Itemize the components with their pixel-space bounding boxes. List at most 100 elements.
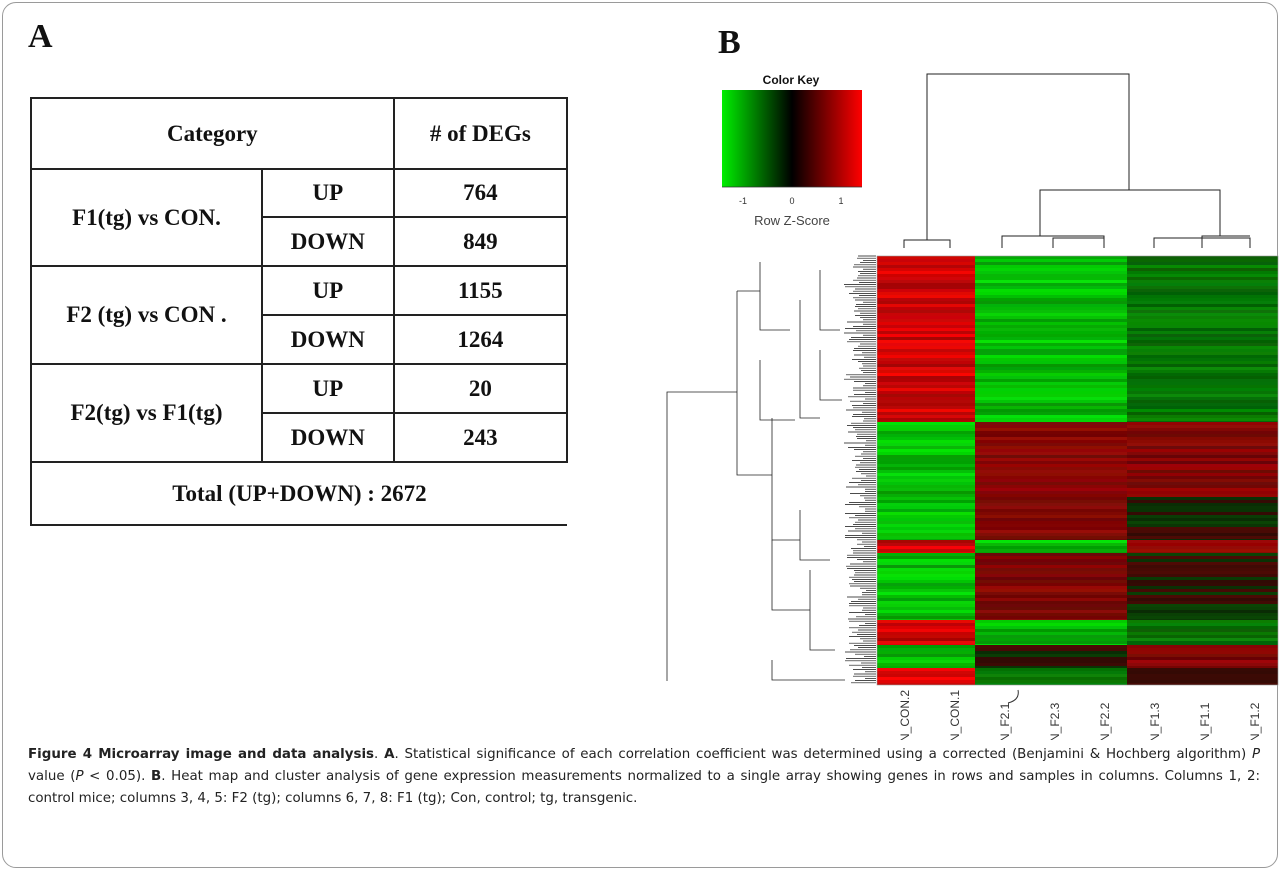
heatmap-row-band <box>975 428 1127 431</box>
heatmap-row-band <box>975 298 1127 301</box>
heatmap-row-band <box>1127 470 1278 473</box>
heatmap-row-band <box>975 683 1127 685</box>
heatmap-row-band <box>975 301 1127 304</box>
panel-a-label: A <box>28 18 53 55</box>
heatmap-cells <box>877 256 1278 685</box>
heatmap-row-band <box>975 364 1127 367</box>
heatmap-row-band <box>1127 568 1278 571</box>
heatmap-row-band <box>877 394 975 397</box>
heatmap-row-band <box>975 553 1127 556</box>
heatmap-row-band <box>1127 683 1278 685</box>
heatmap-row-band <box>1127 367 1278 370</box>
heatmap-row-band <box>975 488 1127 491</box>
heatmap-row-band <box>975 382 1127 385</box>
heatmap-row-band <box>975 340 1127 343</box>
heatmap-row-band <box>877 400 975 403</box>
heatmap-row-band <box>1127 446 1278 449</box>
heatmap-row-band <box>975 437 1127 440</box>
direction-cell: DOWN <box>260 314 395 365</box>
heatmap-row-band <box>1127 268 1278 271</box>
heatmap-row-band <box>975 536 1127 539</box>
heatmap-row-band <box>1127 286 1278 289</box>
heatmap-row-band <box>975 571 1127 574</box>
heatmap-row-band <box>877 651 975 654</box>
heatmap-row-band <box>975 446 1127 449</box>
heatmap-row-band <box>975 274 1127 277</box>
heatmap-row-band <box>877 461 975 464</box>
heatmap-row-band <box>877 431 975 434</box>
heatmap-row-band <box>975 440 1127 443</box>
heatmap-row-band <box>877 626 975 629</box>
heatmap-row-band <box>877 604 975 607</box>
heatmap-row-band <box>877 415 975 418</box>
heatmap-row-band <box>877 521 975 524</box>
heatmap-row-band <box>877 376 975 379</box>
heatmap-row-band <box>1127 651 1278 654</box>
heatmap-row-band <box>877 331 975 334</box>
heatmap-row-band <box>877 657 975 660</box>
heatmap-row-band <box>1127 491 1278 494</box>
caption-p-symbol-2: P <box>75 769 84 784</box>
heatmap-row-band <box>1127 565 1278 568</box>
heatmap-row-band <box>1127 322 1278 325</box>
heatmap-row-band <box>975 473 1127 476</box>
heatmap-row-band <box>1127 340 1278 343</box>
heatmap-row-band <box>975 574 1127 577</box>
heatmap-row-band <box>877 586 975 589</box>
heatmap-row-band <box>975 421 1127 422</box>
heatmap-row-band <box>1127 574 1278 577</box>
heatmap-row-band <box>975 512 1127 515</box>
sample-label: N_F2.1 <box>998 702 1012 740</box>
heatmap-row-band <box>1127 556 1278 559</box>
heatmap-row-band <box>975 482 1127 485</box>
heatmap-row-band <box>1127 613 1278 616</box>
heatmap-row-band <box>1127 680 1278 683</box>
heatmap-row-band <box>1127 638 1278 641</box>
heatmap-row-band <box>877 543 975 546</box>
heatmap-row-band <box>877 337 975 340</box>
sample-label: N_F2.2 <box>1098 702 1112 740</box>
heatmap-row-band <box>1127 337 1278 340</box>
heatmap-row-band <box>1127 280 1278 283</box>
heatmap-row-band <box>1127 663 1278 666</box>
heatmap-row-band <box>975 349 1127 352</box>
heatmap-row-band <box>975 539 1127 540</box>
heatmap-row-band <box>975 509 1127 512</box>
heatmap-row-band <box>975 256 1127 259</box>
caption-b-label: B <box>151 769 162 784</box>
heatmap-row-band <box>877 565 975 568</box>
heatmap-row-band <box>877 379 975 382</box>
heatmap-row-band <box>975 668 1127 671</box>
heatmap-row-band <box>877 388 975 391</box>
heatmap-row-band <box>877 437 975 440</box>
color-key-tick: 0 <box>789 196 794 206</box>
caption-a-text: . Statistical significance of each corre… <box>394 747 1252 762</box>
heatmap-row-band <box>975 286 1127 289</box>
heatmap-row-band <box>975 388 1127 391</box>
direction-cell: UP <box>260 168 395 218</box>
heatmap-row-band <box>877 304 975 307</box>
heatmap-row-band <box>877 452 975 455</box>
heatmap-row-band <box>1127 379 1278 382</box>
heatmap-row-band <box>1127 355 1278 358</box>
heatmap-row-band <box>1127 397 1278 400</box>
heatmap-row-band <box>975 358 1127 361</box>
heatmap-row-band <box>877 352 975 355</box>
heatmap-row-band <box>975 409 1127 412</box>
heatmap-row-band <box>975 367 1127 370</box>
caption-p-text-1: value ( <box>28 769 76 784</box>
heatmap-row-band <box>975 397 1127 400</box>
heatmap-row-band <box>877 645 975 648</box>
heatmap-row-band <box>877 500 975 503</box>
heatmap-row-band <box>1127 434 1278 437</box>
heatmap-row-band <box>877 310 975 313</box>
sample-label: N_F1.2 <box>1248 702 1262 740</box>
heatmap-row-band <box>1127 645 1278 648</box>
heatmap-row-band <box>975 331 1127 334</box>
heatmap-row-band <box>877 295 975 298</box>
heatmap-row-band <box>877 610 975 613</box>
heatmap-row-band <box>877 515 975 518</box>
heatmap-row-band <box>975 452 1127 455</box>
heatmap-row-band <box>877 589 975 592</box>
heatmap-row-band <box>975 391 1127 394</box>
